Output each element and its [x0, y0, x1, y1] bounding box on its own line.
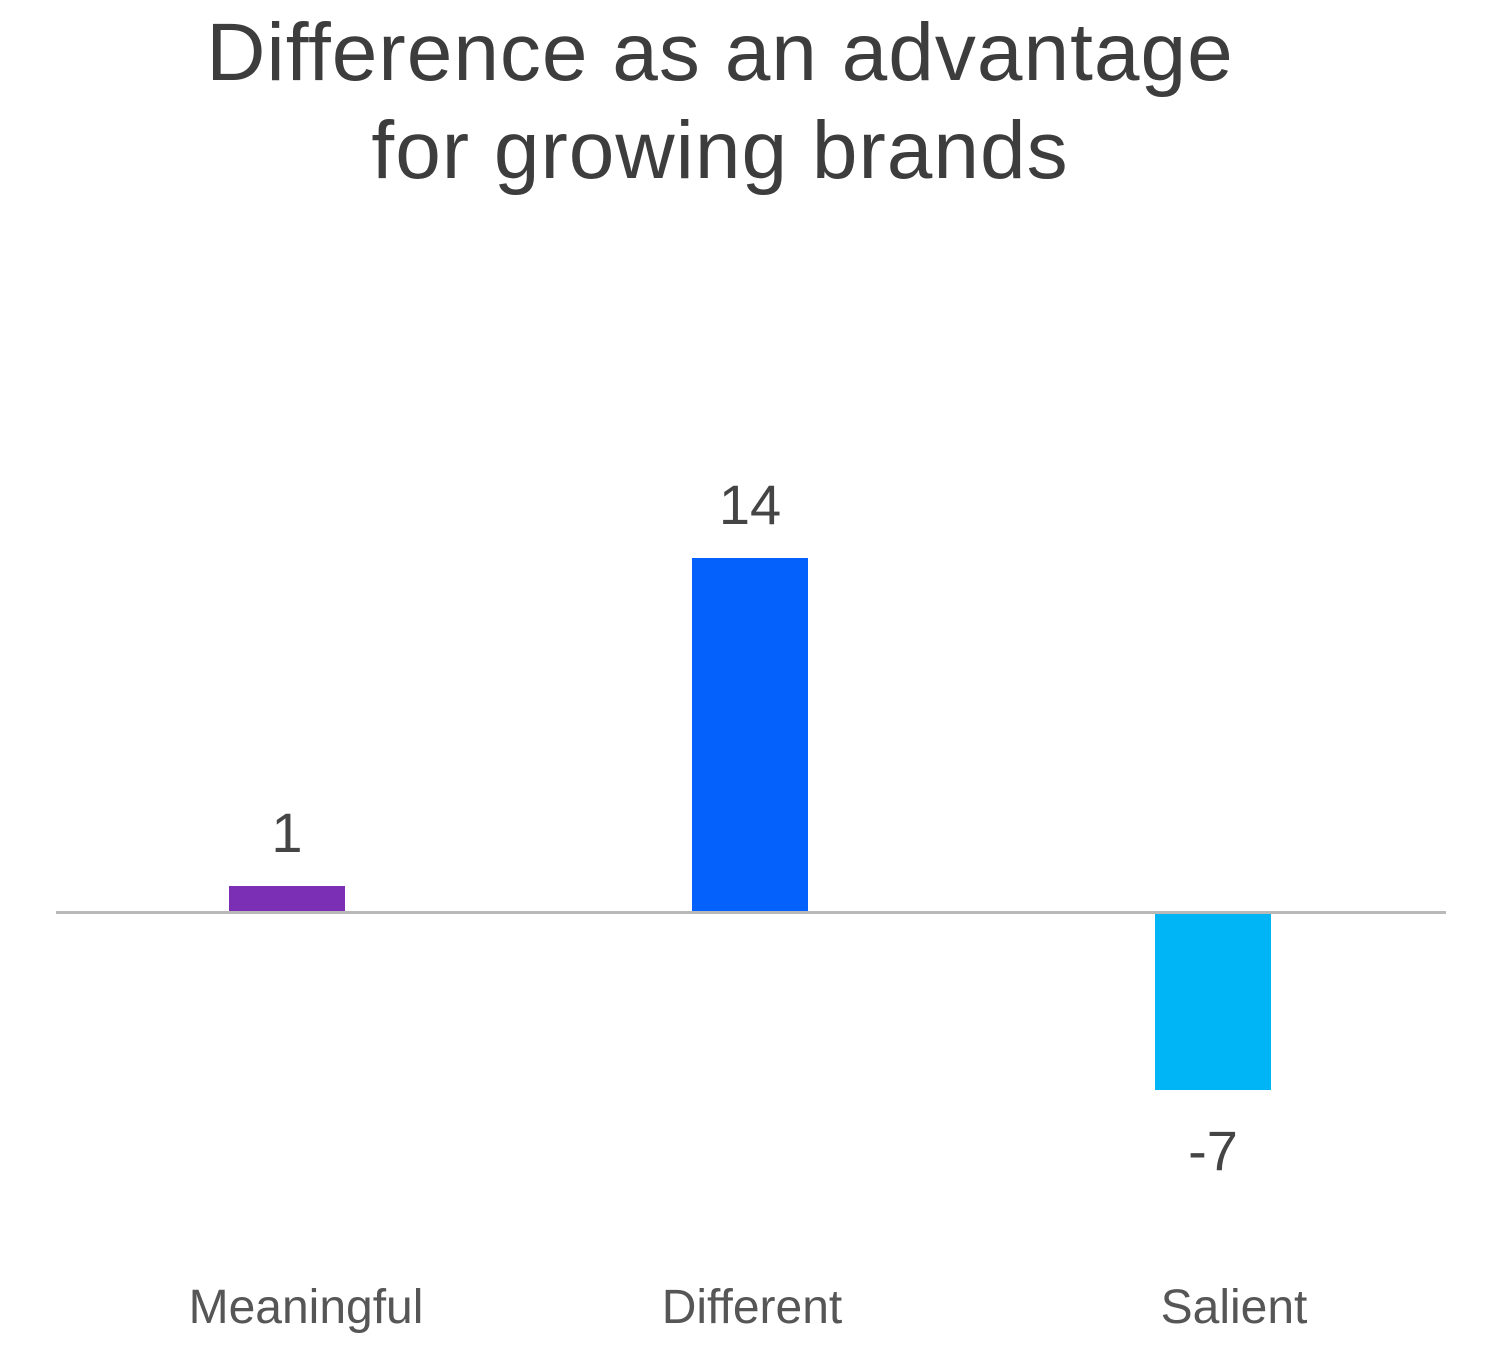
value-label-salient: -7	[1188, 1119, 1238, 1182]
bar-salient	[1155, 914, 1271, 1090]
value-label-meaningful: 1	[271, 801, 303, 864]
chart-title-line-1: Difference as an advantage	[206, 7, 1234, 98]
chart-title: Difference as an advantage for growing b…	[0, 4, 1440, 200]
category-label-different: Different	[661, 1281, 843, 1334]
chart-title-line-2: for growing brands	[371, 105, 1069, 196]
bar-meaningful	[229, 886, 345, 911]
category-label-meaningful: Meaningful	[188, 1281, 424, 1334]
x-axis-baseline	[56, 911, 1446, 914]
category-label-salient: Salient	[1160, 1281, 1308, 1334]
value-label-different: 14	[718, 473, 782, 536]
bar-different	[692, 558, 808, 911]
